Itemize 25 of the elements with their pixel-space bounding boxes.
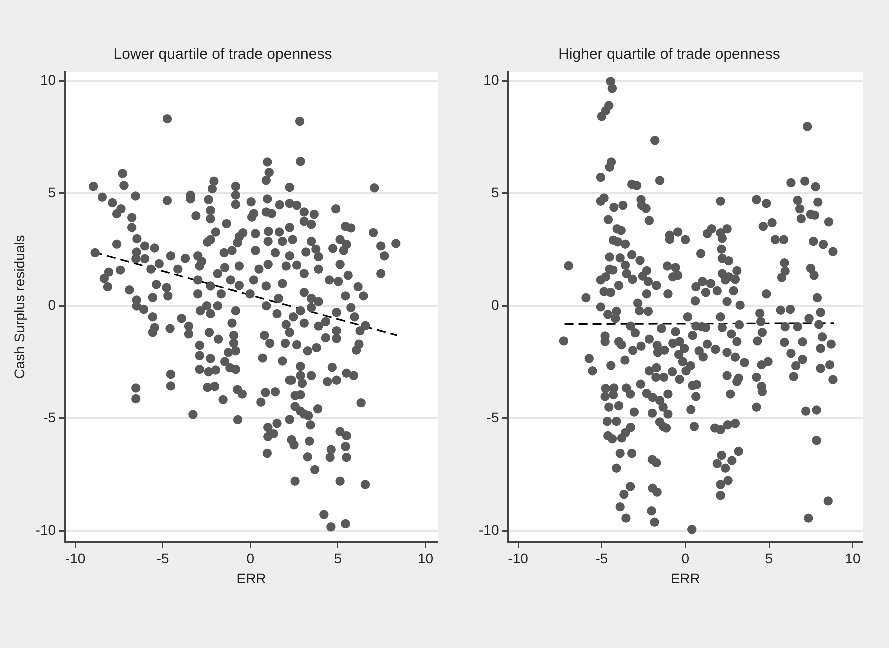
x-tick-label: 10 bbox=[845, 550, 861, 567]
x-tick-label: 10 bbox=[418, 550, 434, 567]
x-tick-label: -5 bbox=[596, 550, 608, 567]
x-tick-label: 0 bbox=[682, 550, 690, 567]
x-tick-label: 0 bbox=[246, 550, 255, 567]
x-tick-label: -5 bbox=[156, 550, 170, 567]
y-tick-label: 10 bbox=[40, 72, 56, 88]
y-tick-label: -10 bbox=[36, 522, 56, 538]
y-tick-label: 10 bbox=[484, 72, 500, 88]
y-tick-label: 0 bbox=[491, 296, 500, 313]
y-tick-label: -5 bbox=[44, 409, 56, 426]
y-tick-label: 0 bbox=[48, 296, 56, 313]
y-tick-label: 5 bbox=[48, 184, 56, 200]
y-axis-title: Cash Surplus residuals bbox=[11, 235, 28, 380]
x-axis-title: ERR bbox=[670, 570, 700, 586]
y-tick-label: -5 bbox=[486, 409, 500, 426]
chart-title: Higher quartile of trade openness bbox=[558, 46, 780, 64]
x-tick-label: 5 bbox=[765, 550, 774, 567]
x-axis-title: ERR bbox=[236, 570, 266, 586]
y-tick-label: -10 bbox=[479, 522, 500, 538]
y-tick-label: 5 bbox=[491, 184, 500, 200]
x-tick-label: -10 bbox=[508, 550, 529, 567]
x-tick-label: -10 bbox=[65, 550, 86, 567]
x-tick-label: 5 bbox=[334, 550, 342, 567]
chart-title: Lower quartile of trade openness bbox=[114, 46, 332, 64]
